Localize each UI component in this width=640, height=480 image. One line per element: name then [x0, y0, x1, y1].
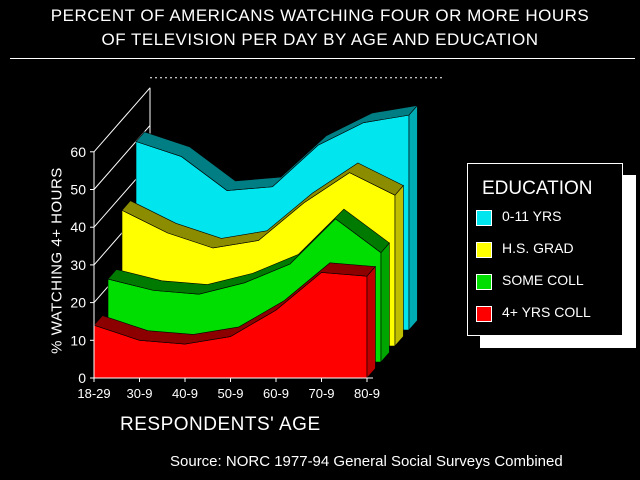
legend-swatch [476, 242, 492, 258]
series-end-cap [408, 104, 418, 331]
series-end-cap [366, 265, 376, 379]
x-tick-label: 18-29 [77, 386, 110, 401]
x-axis-label: RESPONDENTS' AGE [120, 414, 321, 435]
legend-swatch [476, 210, 492, 226]
y-tick-label: 10 [70, 332, 86, 348]
legend-title: EDUCATION [482, 178, 593, 199]
x-tick-label: 60-9 [263, 386, 289, 401]
depth-grid-line [93, 87, 151, 153]
legend-label: H.S. GRAD [502, 240, 574, 256]
y-tick-label: 60 [70, 144, 86, 160]
y-tick-label: 40 [70, 219, 86, 235]
x-tick-label: 40-9 [172, 386, 198, 401]
legend: EDUCATION 0-11 YRS H.S. GRAD SOME COLL 4… [467, 163, 623, 336]
legend-swatch [476, 306, 492, 322]
y-tick-label: 50 [70, 182, 86, 198]
source-note: Source: NORC 1977-94 General Social Surv… [170, 453, 563, 470]
legend-label: 4+ YRS COLL [502, 304, 591, 320]
legend-label: 0-11 YRS [502, 208, 562, 224]
x-tick-label: 70-9 [308, 386, 334, 401]
y-tick-label: 0 [78, 370, 86, 386]
legend-label: SOME COLL [502, 272, 584, 288]
legend-swatch [476, 274, 492, 290]
series-end-cap [394, 184, 404, 347]
chart-title-line2: OF TELEVISION PER DAY BY AGE AND EDUCATI… [101, 30, 539, 49]
x-tick-label: 80-9 [354, 386, 380, 401]
y-tick-label: 20 [70, 295, 86, 311]
x-tick-label: 50-9 [217, 386, 243, 401]
y-tick-label: 30 [70, 257, 86, 273]
y-axis-label: % WATCHING 4+ HOURS [48, 167, 66, 354]
x-tick-label: 30-9 [126, 386, 152, 401]
series-end-cap [380, 242, 390, 363]
title-divider [10, 58, 635, 59]
chart-title-line1: PERCENT OF AMERICANS WATCHING FOUR OR MO… [50, 6, 590, 25]
